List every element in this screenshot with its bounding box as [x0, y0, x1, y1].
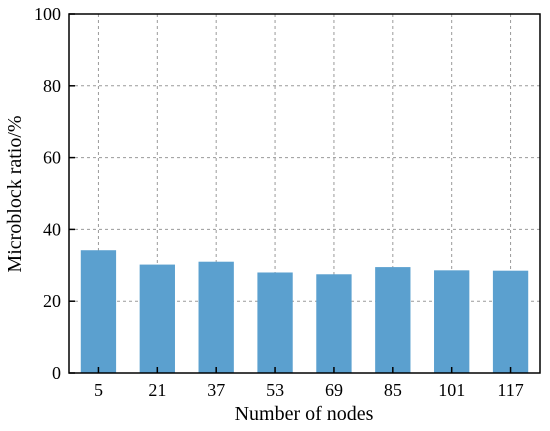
- x-tick-label: 85: [384, 380, 402, 400]
- bars: [80, 250, 529, 373]
- bar-5: [80, 250, 117, 373]
- bar-53: [257, 272, 293, 373]
- y-axis-title: Microblock ratio/%: [4, 115, 26, 272]
- bar-85: [375, 267, 411, 373]
- bar-69: [316, 274, 352, 373]
- x-tick-label: 37: [207, 380, 225, 400]
- x-tick-label: 5: [94, 380, 103, 400]
- x-axis-title: Number of nodes: [235, 403, 374, 425]
- plot-frame: [68, 13, 541, 374]
- y-tick-label: 40: [43, 219, 61, 239]
- y-tick-label: 20: [43, 291, 61, 311]
- y-tick-label: 0: [52, 363, 61, 383]
- y-tick-labels: 0 20 40 60 80 100: [34, 4, 61, 383]
- axis-ticks: [69, 13, 512, 374]
- y-tick-label: 100: [34, 4, 61, 24]
- bar-101: [434, 270, 470, 373]
- y-tick-label: 60: [43, 148, 61, 168]
- x-tick-label: 53: [266, 380, 284, 400]
- x-tick-label: 21: [148, 380, 166, 400]
- y-tick-label: 80: [43, 76, 61, 96]
- bar-21: [139, 264, 175, 373]
- x-tick-labels: 5 21 37 53 69 85 101 117: [94, 380, 524, 400]
- x-tick-label: 101: [438, 380, 465, 400]
- x-tick-label: 69: [325, 380, 343, 400]
- x-tick-label: 117: [497, 380, 523, 400]
- bar-37: [198, 261, 234, 373]
- bar-117: [492, 270, 529, 373]
